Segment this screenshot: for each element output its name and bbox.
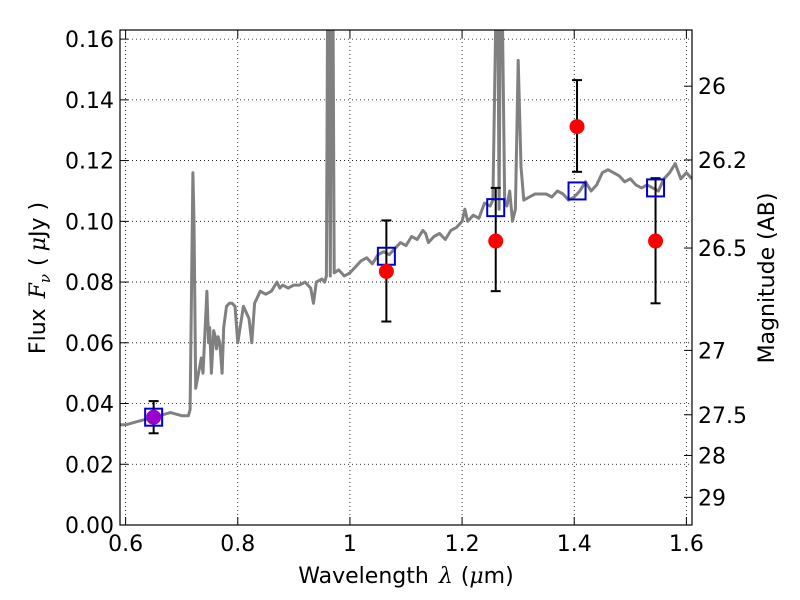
y-tick-label: 0.08 xyxy=(65,271,114,296)
y-axis-ticks: 0.00 0.02 0.04 0.06 0.08 0.10 0.12 0.14 0.16 xyxy=(65,28,128,539)
model-photometry-square xyxy=(567,181,587,201)
y-tick-label: 0.12 xyxy=(65,150,114,175)
y-tick-label: 0.16 xyxy=(65,28,114,53)
error-bars xyxy=(148,79,661,435)
y-tick-label: 0.04 xyxy=(65,393,114,418)
y2-tick-label: 28 xyxy=(698,444,726,469)
y-tick-label: 0.06 xyxy=(65,332,114,357)
model-photometry-square xyxy=(144,407,164,427)
x-tick-label: 1 xyxy=(343,532,357,557)
x-tick-label: 0.8 xyxy=(220,532,255,557)
observed-photometry-point xyxy=(146,409,162,425)
y2-axis-title: Magnitude (AB) xyxy=(755,193,780,364)
observed-photometry-point xyxy=(488,233,504,249)
y2-tick-label: 26 xyxy=(698,75,726,100)
y2-tick-label: 27 xyxy=(698,339,726,364)
observed-photometry-point xyxy=(378,263,394,279)
y2-axis-ticks: 26 26.2 26.5 27 27.5 28 29 xyxy=(684,75,747,511)
y-tick-label: 0.02 xyxy=(65,453,114,478)
observed-photometry-point xyxy=(648,233,664,249)
x-axis-title: Wavelength λ (μm) xyxy=(298,564,513,589)
x-tick-label: 0.6 xyxy=(108,532,143,557)
grid xyxy=(120,30,692,526)
y-tick-label: 0.00 xyxy=(65,514,114,539)
y2-tick-label: 26.5 xyxy=(698,237,747,262)
y-tick-label: 0.14 xyxy=(65,89,114,114)
x-tick-label: 1.2 xyxy=(445,532,480,557)
y-tick-label: 0.10 xyxy=(65,210,114,235)
y2-tick-label: 27.5 xyxy=(698,404,747,429)
model-photometry-square xyxy=(486,198,506,218)
model-photometry-square xyxy=(646,178,666,198)
observed-photometry-markers xyxy=(146,119,664,425)
y-axis-title: FluxFν(μJy ) xyxy=(26,202,54,354)
x-tick-label: 1.4 xyxy=(557,532,592,557)
y2-tick-label: 26.2 xyxy=(698,149,747,174)
x-axis-ticks: 0.6 0.8 1 1.2 1.4 1.6 xyxy=(108,30,704,557)
spectrum-line xyxy=(120,30,692,427)
plot-frame xyxy=(119,29,693,526)
x-tick-label: 1.6 xyxy=(669,532,704,557)
y2-tick-label: 29 xyxy=(698,486,726,511)
plot-area xyxy=(120,30,692,435)
observed-photometry-point xyxy=(569,119,585,135)
model-photometry-markers xyxy=(144,178,666,427)
